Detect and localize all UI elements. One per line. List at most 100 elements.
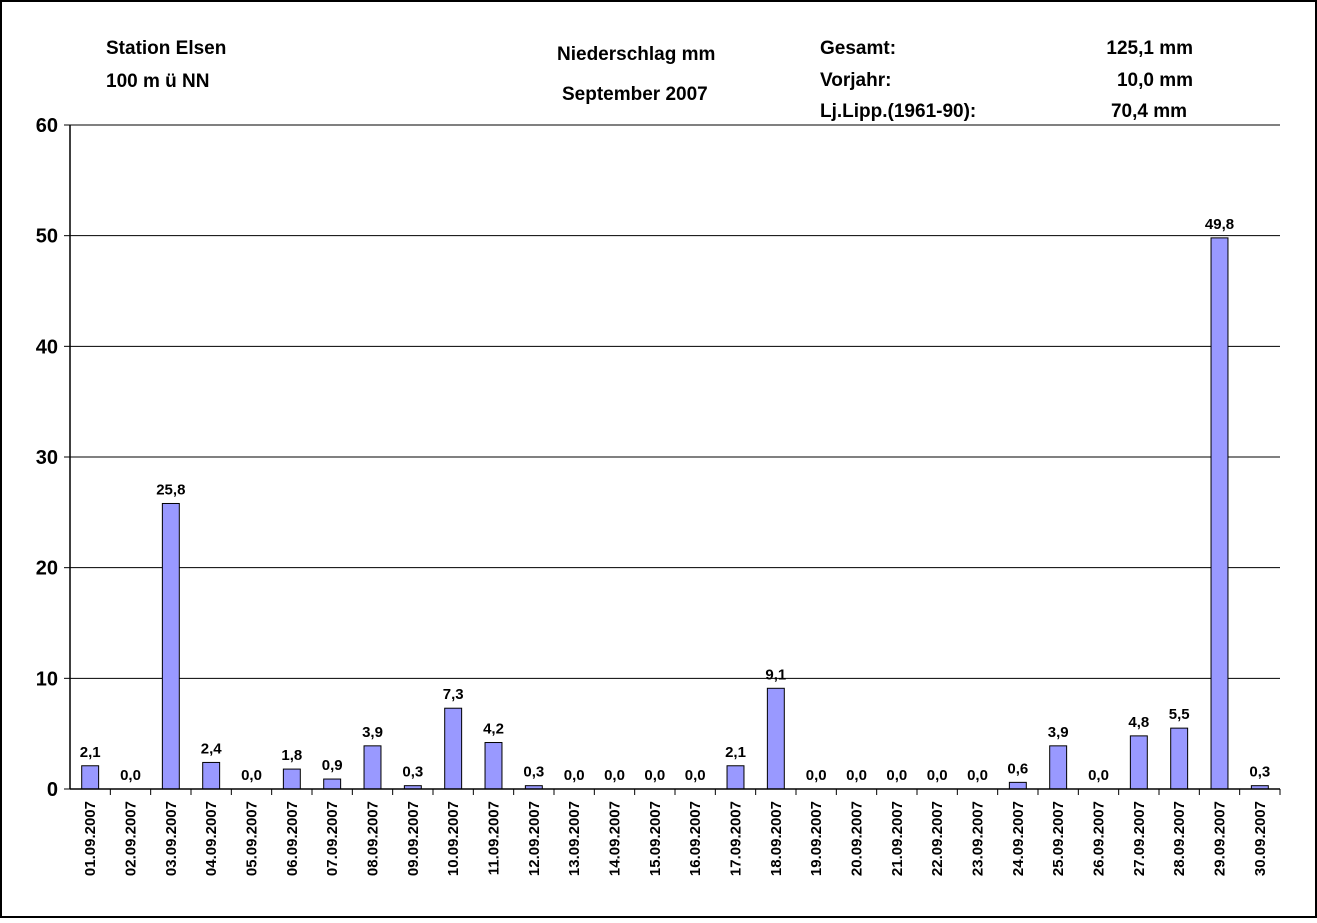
- y-tick-label: 50: [36, 226, 58, 248]
- bar-10.09.2007: [444, 707, 463, 790]
- data-label: 4,2: [483, 721, 504, 738]
- x-tick-label: 20.09.2007: [849, 801, 866, 876]
- x-tick-label: 18.09.2007: [768, 801, 785, 876]
- y-tick-label: 0: [47, 779, 58, 801]
- bar-01.09.2007: [81, 765, 100, 790]
- data-label: 25,8: [156, 481, 185, 498]
- stat-previous-year-value: 10,0 mm: [1117, 70, 1193, 91]
- y-tick-label: 20: [36, 558, 58, 580]
- data-labels: 2,1 0,0 25,8 2,4 0,0 1,8 0,9 3,9 0,3 7,3 4,2 0,3 0,0…: [80, 216, 1271, 784]
- bars: [81, 237, 1269, 790]
- bar-04.09.2007: [202, 761, 221, 790]
- x-tick-label: 21.09.2007: [889, 801, 906, 876]
- stat-total-value: 125,1 mm: [1106, 38, 1193, 59]
- x-tick-label: 24.09.2007: [1010, 801, 1027, 876]
- data-label: 0,3: [1249, 764, 1270, 781]
- data-label: 0,0: [241, 767, 262, 784]
- x-tick-label: 23.09.2007: [970, 801, 987, 876]
- data-label: 2,1: [725, 744, 746, 761]
- bar-27.09.2007: [1129, 735, 1148, 790]
- x-tick-label: 17.09.2007: [728, 801, 745, 876]
- y-axis: 0 10 20 30 40 50 60: [36, 115, 71, 801]
- data-label: 0,0: [927, 767, 948, 784]
- station-altitude: 100 m ü NN: [106, 71, 209, 92]
- data-label: 0,9: [322, 757, 343, 774]
- x-tick-label: 05.09.2007: [244, 801, 261, 876]
- bar-25.09.2007: [1049, 745, 1068, 790]
- x-axis: 01.09.2007 02.09.2007 03.09.2007 04.09.2007…: [70, 788, 1281, 876]
- x-tick-label: 16.09.2007: [687, 801, 704, 876]
- bar-17.09.2007: [726, 765, 745, 790]
- stat-longterm-label: Lj.Lipp.(1961-90):: [820, 101, 976, 122]
- x-tick-label: 12.09.2007: [526, 801, 543, 876]
- data-label: 0,0: [806, 767, 827, 784]
- x-tick-label: 30.09.2007: [1252, 801, 1269, 876]
- data-label: 0,0: [846, 767, 867, 784]
- data-label: 0,6: [1007, 760, 1028, 777]
- stat-longterm-value: 70,4 mm: [1111, 101, 1187, 122]
- x-tick-label: 10.09.2007: [445, 801, 462, 876]
- x-tick-label: 04.09.2007: [203, 801, 220, 876]
- x-tick-label: 01.09.2007: [82, 801, 99, 876]
- x-tick-label: 28.09.2007: [1171, 801, 1188, 876]
- x-tick-label: 15.09.2007: [647, 801, 664, 876]
- x-tick-label: 29.09.2007: [1212, 801, 1229, 876]
- x-tick-label: 03.09.2007: [163, 801, 180, 876]
- data-label: 0,0: [886, 767, 907, 784]
- data-label: 0,0: [644, 767, 665, 784]
- data-label: 3,9: [362, 724, 383, 741]
- data-label: 2,4: [201, 740, 223, 757]
- y-tick-label: 10: [36, 668, 58, 690]
- data-label: 7,3: [443, 686, 464, 703]
- y-tick-label: 40: [36, 336, 58, 358]
- data-label: 9,1: [765, 666, 786, 683]
- x-tick-label: 22.09.2007: [929, 801, 946, 876]
- x-tick-label: 08.09.2007: [365, 801, 382, 876]
- bar-18.09.2007: [766, 687, 785, 790]
- bar-11.09.2007: [484, 742, 503, 790]
- data-label: 0,0: [564, 767, 585, 784]
- x-tick-label: 27.09.2007: [1131, 801, 1148, 876]
- y-tick-label: 30: [36, 447, 58, 469]
- data-label: 2,1: [80, 744, 101, 761]
- x-tick-label: 06.09.2007: [284, 801, 301, 876]
- bar-07.09.2007: [323, 778, 342, 790]
- data-label: 49,8: [1205, 216, 1234, 233]
- stat-previous-year-label: Vorjahr:: [820, 70, 891, 91]
- x-tick-label: 19.09.2007: [808, 801, 825, 876]
- x-tick-label: 02.09.2007: [123, 801, 140, 876]
- x-tick-label: 25.09.2007: [1050, 801, 1067, 876]
- chart-title: Niederschlag mm: [557, 44, 715, 65]
- data-label: 0,3: [523, 764, 544, 781]
- data-label: 0,3: [402, 764, 423, 781]
- data-label: 0,0: [604, 767, 625, 784]
- data-label: 0,0: [685, 767, 706, 784]
- x-tick-label: 26.09.2007: [1091, 801, 1108, 876]
- x-tick-label: 07.09.2007: [324, 801, 341, 876]
- x-tick-label: 14.09.2007: [607, 801, 624, 876]
- bar-06.09.2007: [282, 768, 301, 790]
- data-label: 0,0: [1088, 767, 1109, 784]
- gridlines: [70, 124, 1280, 679]
- bar-28.09.2007: [1170, 727, 1189, 790]
- data-label: 4,8: [1128, 714, 1149, 731]
- bar-03.09.2007: [161, 502, 180, 790]
- data-label: 3,9: [1048, 724, 1069, 741]
- bar-24.09.2007: [1008, 781, 1027, 790]
- data-label: 0,0: [967, 767, 988, 784]
- station-name: Station Elsen: [106, 38, 226, 59]
- x-tick-label: 13.09.2007: [566, 801, 583, 876]
- stat-total-label: Gesamt:: [820, 38, 896, 59]
- data-label: 0,0: [120, 767, 141, 784]
- y-tick-label: 60: [36, 115, 58, 137]
- bar-08.09.2007: [363, 745, 382, 790]
- x-tick-label: 09.09.2007: [405, 801, 422, 876]
- data-label: 1,8: [281, 747, 302, 764]
- data-label: 5,5: [1169, 706, 1190, 723]
- x-tick-label: 11.09.2007: [486, 801, 503, 875]
- bar-29.09.2007: [1210, 237, 1229, 790]
- chart-subtitle: September 2007: [562, 84, 708, 105]
